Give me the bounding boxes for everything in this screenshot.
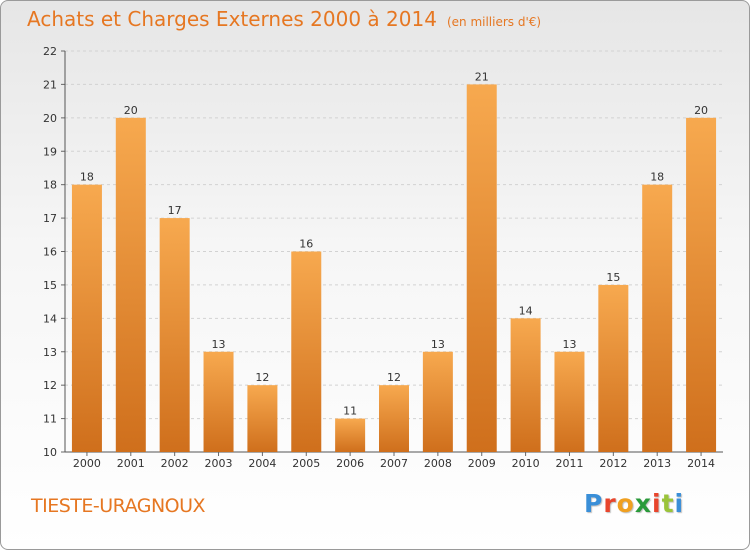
bar bbox=[686, 117, 717, 452]
bar bbox=[203, 351, 234, 452]
y-tick-label: 17 bbox=[43, 212, 57, 225]
logo-letter: o bbox=[616, 489, 635, 518]
x-tick-label: 2006 bbox=[336, 457, 364, 470]
proxiti-logo: Proxiti bbox=[584, 489, 684, 518]
y-tick-label: 22 bbox=[43, 45, 57, 58]
data-label: 20 bbox=[694, 104, 708, 117]
bar bbox=[159, 218, 190, 452]
x-tick-label: 2008 bbox=[424, 457, 452, 470]
logo-letter: P bbox=[584, 489, 604, 518]
x-tick-label: 2002 bbox=[161, 457, 189, 470]
logo-letter: x bbox=[634, 489, 652, 518]
x-tick-label: 2001 bbox=[117, 457, 145, 470]
bar bbox=[379, 385, 409, 452]
x-tick-label: 2003 bbox=[205, 457, 233, 470]
y-tick-label: 14 bbox=[43, 312, 57, 325]
bar bbox=[247, 385, 278, 452]
bar bbox=[642, 184, 673, 452]
logo-letter: t bbox=[661, 489, 675, 518]
x-tick-label: 2005 bbox=[292, 457, 320, 470]
bar bbox=[335, 418, 366, 452]
data-label: 20 bbox=[124, 104, 138, 117]
bar bbox=[598, 284, 629, 452]
bar bbox=[291, 251, 322, 452]
x-tick-label: 2013 bbox=[643, 457, 671, 470]
data-label: 18 bbox=[650, 171, 664, 184]
y-tick-label: 11 bbox=[43, 413, 57, 426]
y-tick-label: 15 bbox=[43, 279, 57, 292]
data-label: 13 bbox=[562, 338, 576, 351]
y-tick-label: 12 bbox=[43, 379, 57, 392]
y-tick-label: 13 bbox=[43, 346, 57, 359]
data-label: 12 bbox=[255, 371, 269, 384]
x-tick-label: 2004 bbox=[248, 457, 276, 470]
x-tick-label: 2009 bbox=[468, 457, 496, 470]
data-label: 15 bbox=[606, 271, 620, 284]
data-label: 13 bbox=[431, 338, 445, 351]
y-tick-label: 19 bbox=[43, 145, 57, 158]
x-tick-label: 2011 bbox=[555, 457, 583, 470]
chart-title-text: Achats et Charges Externes 2000 à 2014 bbox=[27, 7, 437, 31]
bar bbox=[115, 117, 146, 452]
data-label: 18 bbox=[80, 171, 94, 184]
data-label: 16 bbox=[299, 238, 313, 251]
x-tick-label: 2014 bbox=[687, 457, 715, 470]
chart-unit: (en milliers d'€) bbox=[446, 15, 542, 29]
x-tick-label: 2000 bbox=[73, 457, 101, 470]
x-tick-label: 2012 bbox=[599, 457, 627, 470]
y-tick-label: 10 bbox=[43, 446, 57, 459]
bar bbox=[554, 351, 585, 452]
logo-letter: i bbox=[674, 489, 685, 518]
chart-title: Achats et Charges Externes 2000 à 2014 (e… bbox=[27, 7, 541, 31]
y-tick-label: 21 bbox=[43, 78, 57, 91]
y-tick-label: 16 bbox=[43, 246, 57, 259]
bar bbox=[71, 184, 102, 452]
data-label: 17 bbox=[168, 204, 182, 217]
y-tick-label: 18 bbox=[43, 179, 57, 192]
bar bbox=[466, 84, 497, 453]
data-label: 13 bbox=[212, 338, 226, 351]
data-label: 21 bbox=[475, 70, 489, 83]
logo-letter: r bbox=[603, 489, 617, 518]
data-label: 11 bbox=[343, 405, 357, 418]
x-tick-label: 2010 bbox=[512, 457, 540, 470]
data-label: 14 bbox=[519, 304, 533, 317]
data-label: 12 bbox=[387, 371, 401, 384]
bar bbox=[510, 318, 541, 452]
x-tick-label: 2007 bbox=[380, 457, 408, 470]
bar bbox=[422, 351, 453, 452]
logo-letter: i bbox=[652, 489, 662, 518]
commune-name: TIESTE-URAGNOUX bbox=[31, 495, 206, 517]
y-tick-label: 20 bbox=[43, 112, 57, 125]
